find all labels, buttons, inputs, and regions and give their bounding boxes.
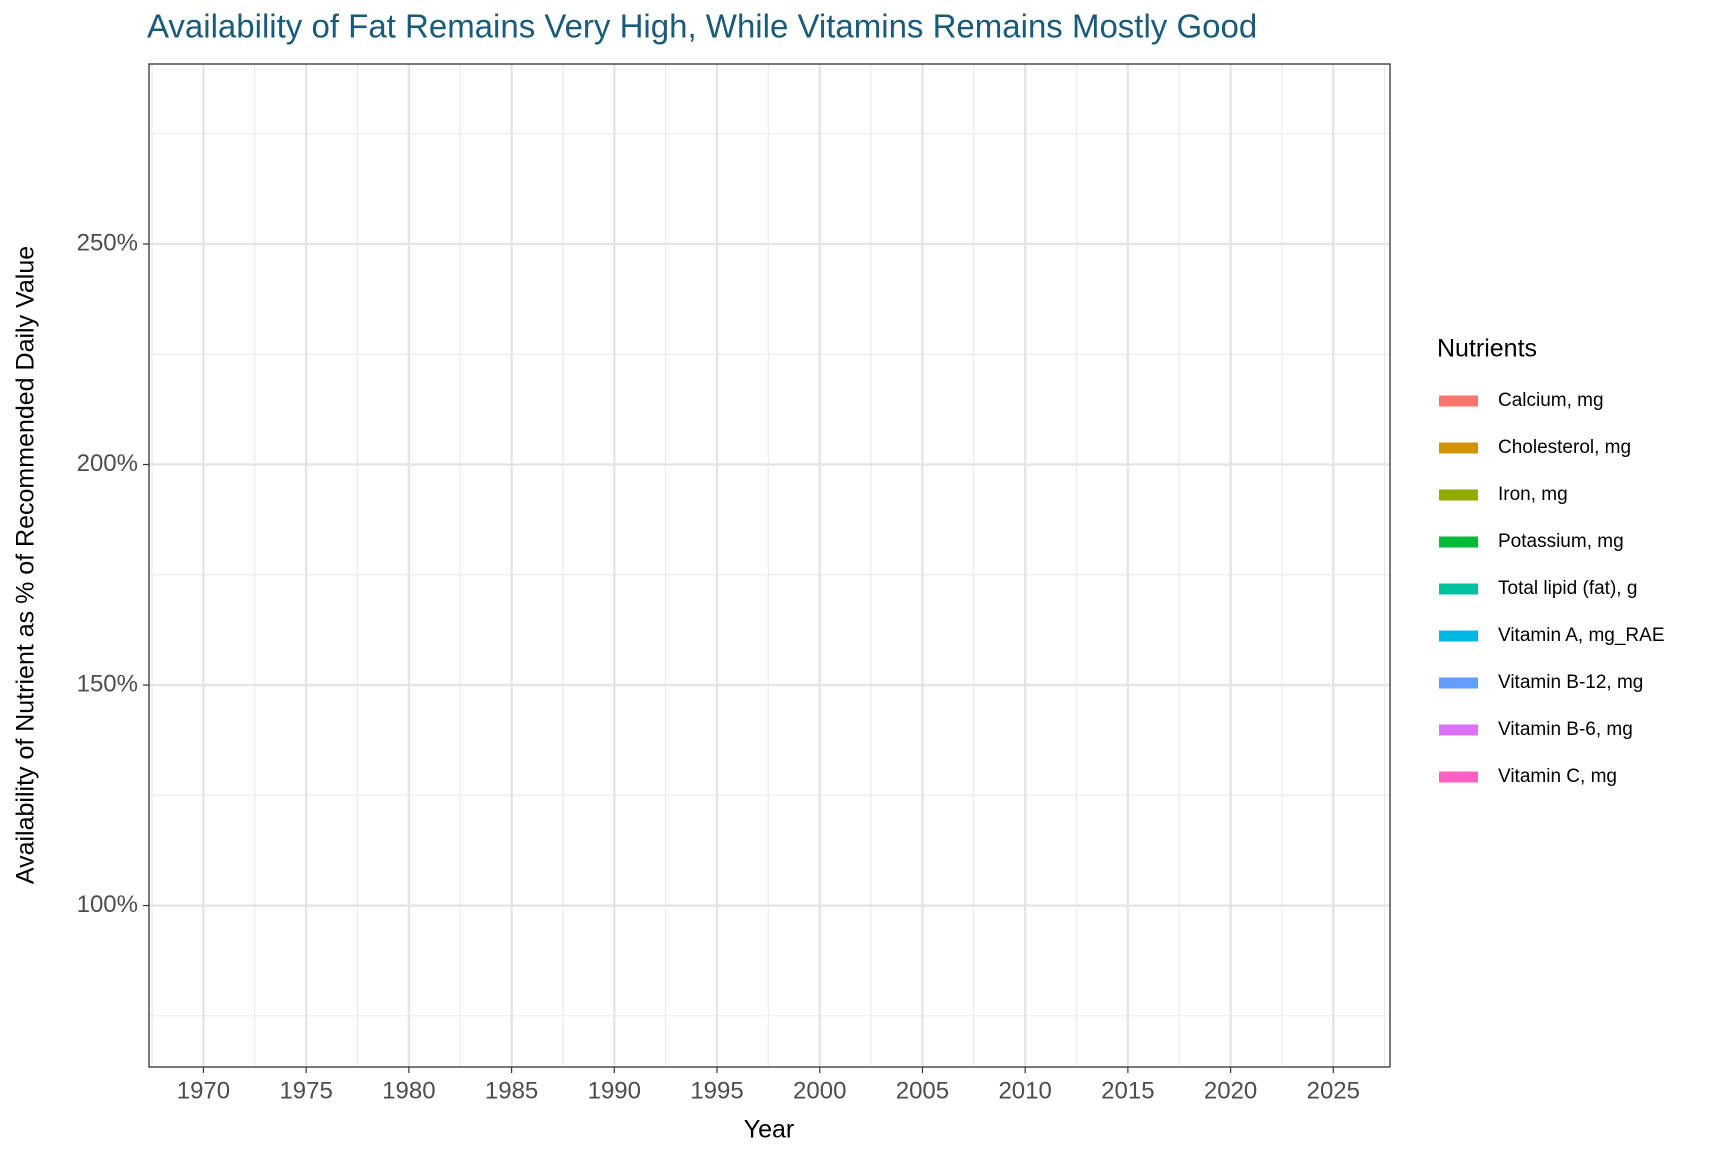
chart-title: Availability of Fat Remains Very High, W… [147, 8, 1257, 45]
x-tick-label: 2000 [793, 1077, 846, 1104]
legend-label: Vitamin A, mg_RAE [1498, 625, 1665, 646]
legend-key [1439, 395, 1478, 407]
legend-key [1439, 536, 1478, 548]
legend-label: Cholesterol, mg [1498, 437, 1631, 458]
y-tick-label: 200% [77, 450, 138, 477]
x-tick-label: 1985 [485, 1077, 538, 1104]
legend-label: Iron, mg [1498, 484, 1568, 505]
x-tick-label: 1975 [279, 1077, 332, 1104]
x-tick-label: 1980 [382, 1077, 435, 1104]
y-tick-label: 100% [77, 891, 138, 918]
y-axis-title: Availability of Nutrient as % of Recomme… [12, 246, 40, 884]
plot-border [148, 63, 1391, 1068]
x-tick-label: 2005 [896, 1077, 949, 1104]
x-axis-title: Year [744, 1116, 795, 1144]
x-tick-label: 2010 [998, 1077, 1051, 1104]
legend-label: Vitamin B-6, mg [1498, 719, 1633, 740]
legend-title: Nutrients [1437, 335, 1537, 363]
legend-label: Calcium, mg [1498, 390, 1604, 411]
legend-label: Potassium, mg [1498, 531, 1624, 552]
y-tick-label: 150% [77, 670, 138, 697]
legend-key [1439, 771, 1478, 783]
legend-key [1439, 630, 1478, 642]
x-tick-label: 1990 [588, 1077, 641, 1104]
x-tick-label: 1995 [690, 1077, 743, 1104]
legend-key [1439, 489, 1478, 501]
legend-key [1439, 724, 1478, 736]
x-tick-label: 1970 [177, 1077, 230, 1104]
legend-label: Vitamin C, mg [1498, 766, 1617, 787]
x-tick-label: 2015 [1101, 1077, 1154, 1104]
y-tick-label: 250% [77, 229, 138, 256]
legend-label: Total lipid (fat), g [1498, 578, 1637, 599]
x-tick-label: 2025 [1307, 1077, 1360, 1104]
x-tick-label: 2020 [1204, 1077, 1257, 1104]
legend-key [1439, 677, 1478, 689]
legend-key [1439, 583, 1478, 595]
legend-key [1439, 442, 1478, 454]
legend-label: Vitamin B-12, mg [1498, 672, 1643, 693]
